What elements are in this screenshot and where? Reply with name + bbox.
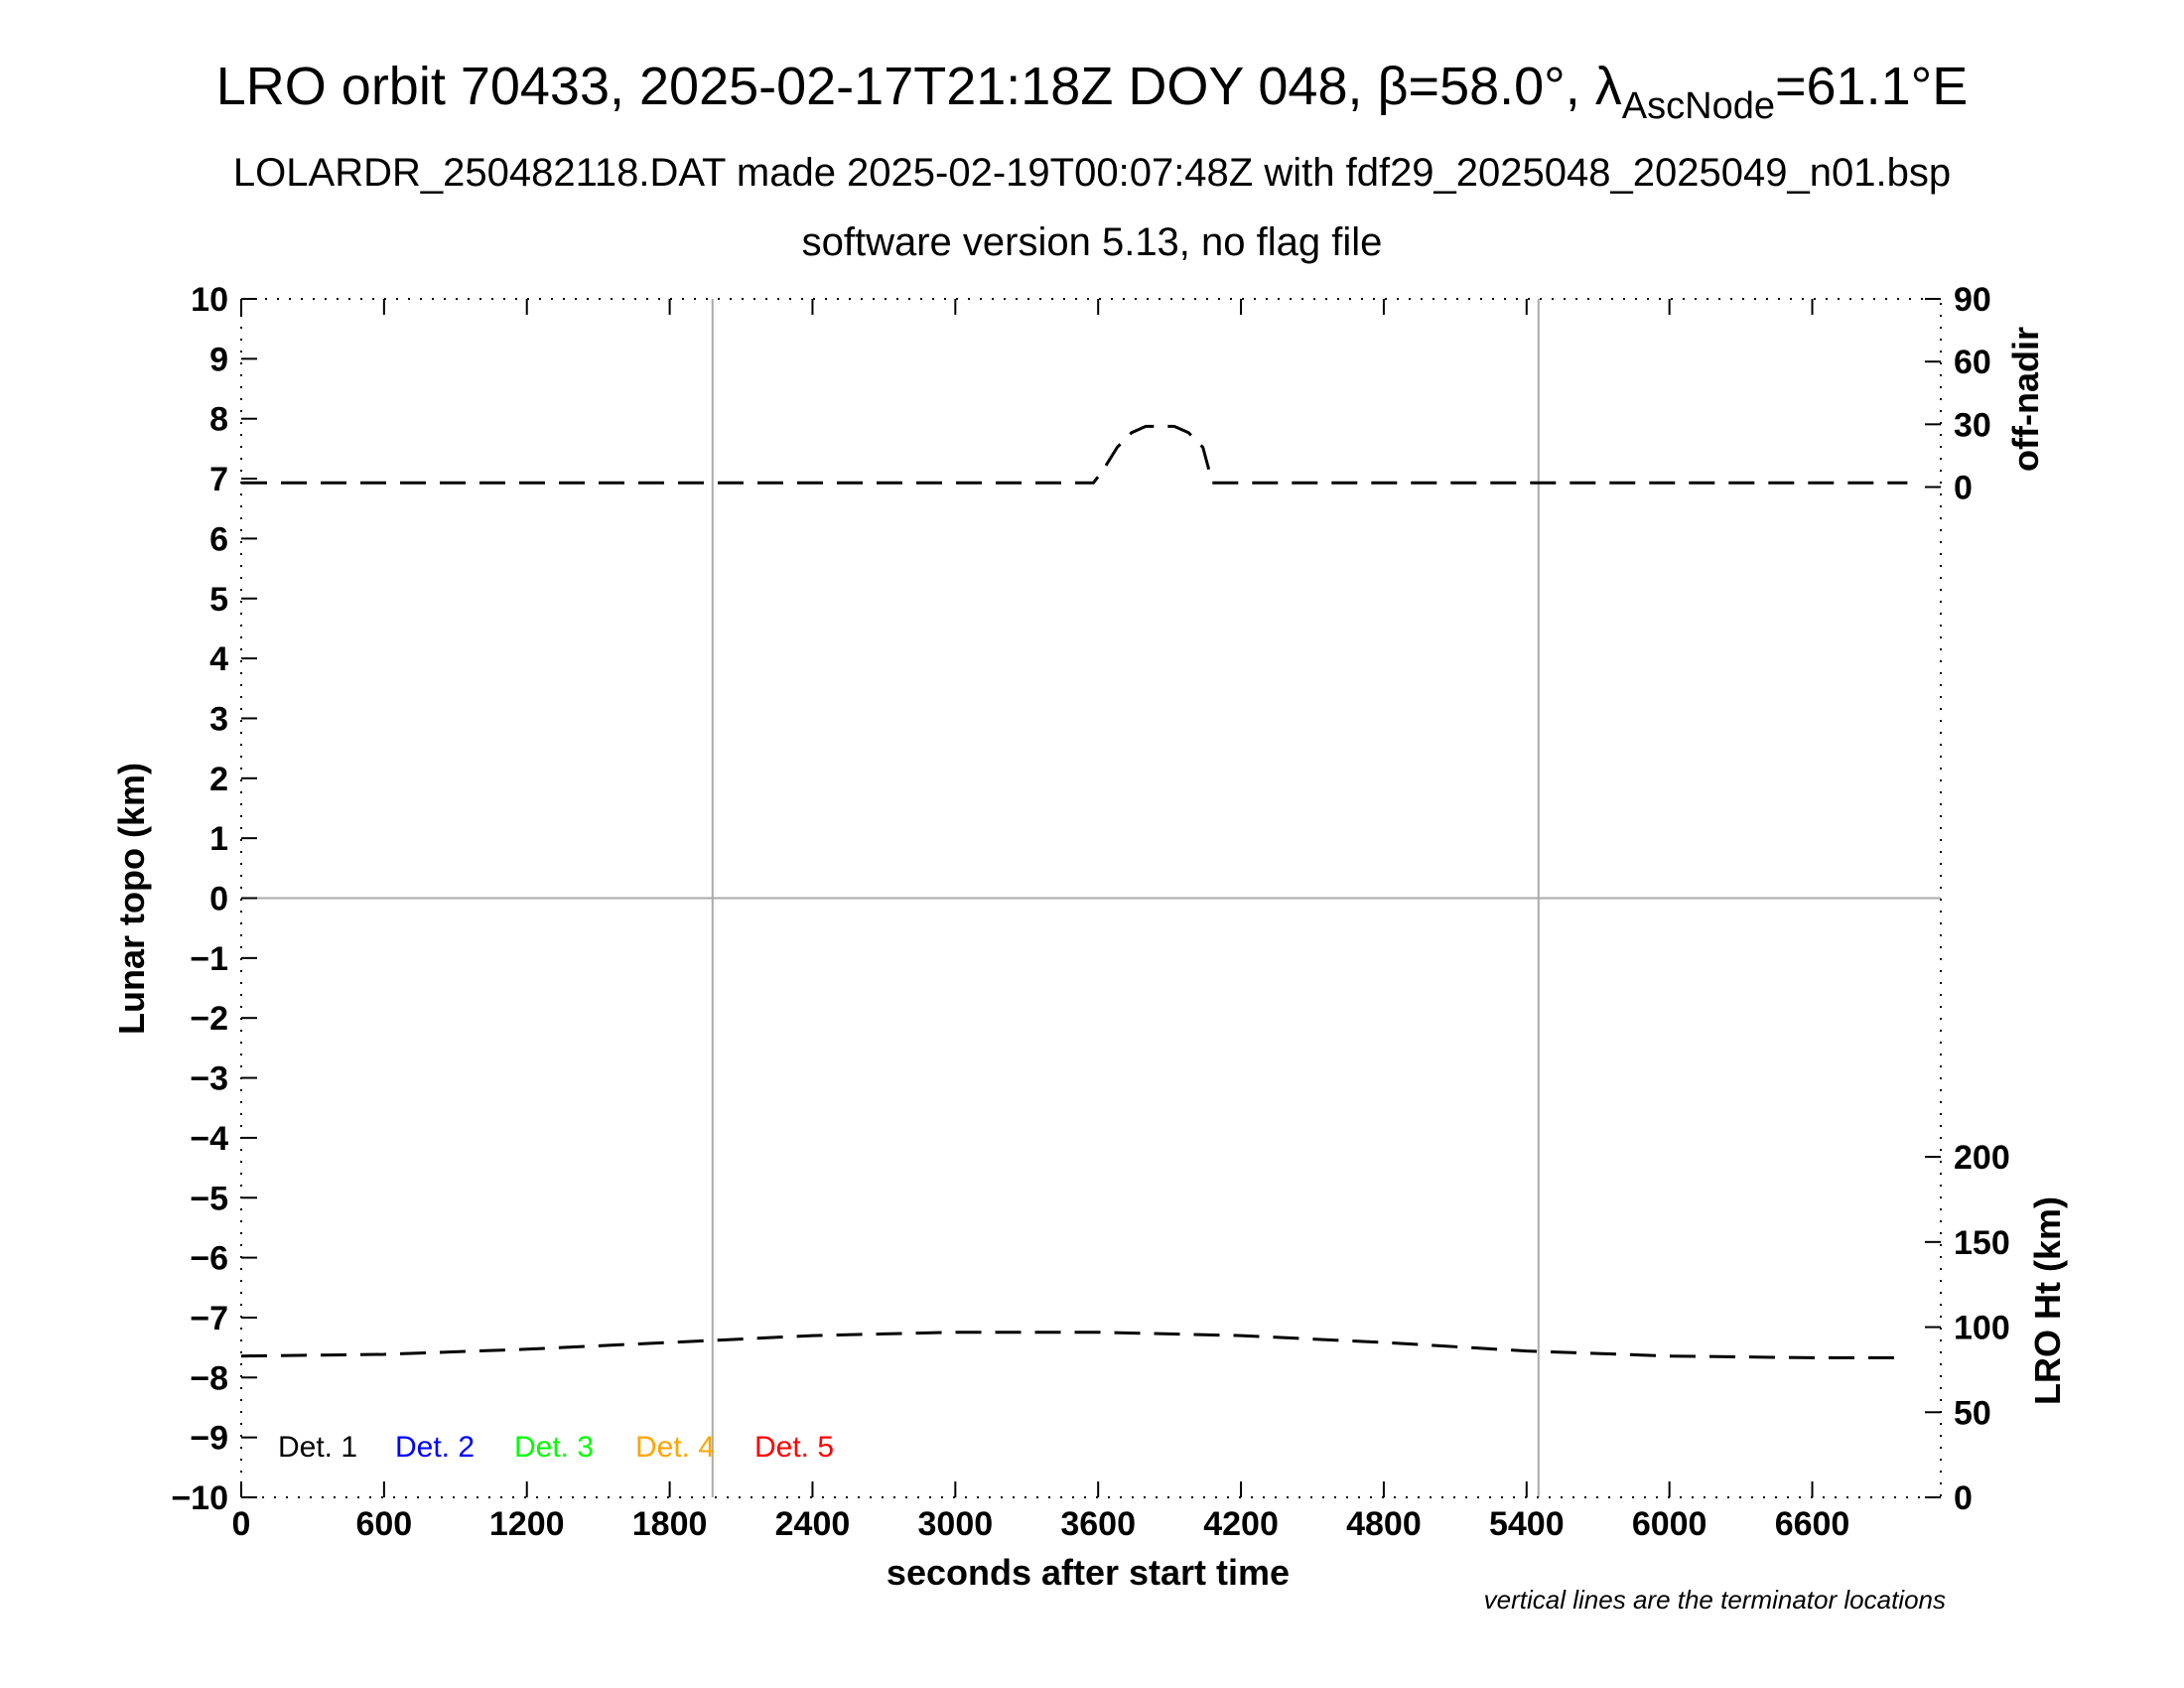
- x-tick-label-3600: 3600: [1060, 1505, 1136, 1543]
- series-lro-ht: [240, 1331, 1908, 1359]
- y-tick-label-4: 6: [209, 520, 228, 558]
- series-off-nadir: [241, 424, 1908, 485]
- y-tick-label-11: −1: [190, 940, 228, 978]
- y-tick-label-17: −7: [190, 1300, 228, 1337]
- y-tick-label-13: −3: [190, 1060, 228, 1098]
- y-tick-label-1: 9: [209, 341, 228, 378]
- x-tick-label-4800: 4800: [1346, 1505, 1422, 1543]
- y-tick-label-15: −5: [190, 1180, 228, 1217]
- y-tick-label-10: 0: [209, 881, 228, 918]
- x-tick-label-5400: 5400: [1489, 1505, 1565, 1543]
- offnadir-tick-label-90: 90: [1954, 281, 1991, 319]
- height-tick-label-50: 50: [1954, 1394, 1991, 1432]
- y-tick-label-14: −4: [190, 1120, 228, 1158]
- y-tick-label-7: 3: [209, 700, 228, 738]
- chart-subtitle-software: software version 5.13, no flag file: [802, 220, 1383, 264]
- x-tick-label-2400: 2400: [775, 1505, 851, 1543]
- legend-item-1: Det. 1: [278, 1431, 357, 1464]
- y-tick-label-3: 7: [209, 461, 228, 498]
- height-tick-label-200: 200: [1954, 1139, 2010, 1177]
- legend-item-3: Det. 3: [514, 1431, 594, 1464]
- y-axis-right-top-label: off-nadir: [2005, 327, 2046, 472]
- x-tick-label-0: 0: [232, 1505, 251, 1543]
- x-tick-label-1200: 1200: [489, 1505, 565, 1543]
- chart-title: LRO orbit 70433, 2025-02-17T21:18Z DOY 0…: [216, 57, 1968, 127]
- y-tick-label-0: 10: [191, 281, 228, 319]
- y-axis-right-bottom-label: LRO Ht (km): [2027, 1196, 2068, 1405]
- x-tick-label-3000: 3000: [918, 1505, 994, 1543]
- offnadir-tick-label-0: 0: [1954, 469, 1973, 506]
- legend-item-4: Det. 4: [635, 1431, 715, 1464]
- height-tick-label-100: 100: [1954, 1310, 2010, 1347]
- offnadir-tick-label-30: 30: [1954, 406, 1991, 444]
- legend-item-2: Det. 2: [395, 1431, 475, 1464]
- y-tick-label-16: −6: [190, 1240, 228, 1278]
- y-tick-label-2: 8: [209, 401, 228, 439]
- x-tick-label-1800: 1800: [632, 1505, 708, 1543]
- tick-labels: 0 600 1200 1800 2400 3000 3600 4200 4800 5400 6000…: [171, 281, 2009, 1543]
- y-tick-label-20: −10: [171, 1479, 228, 1517]
- offnadir-tick-label-60: 60: [1954, 344, 1991, 381]
- y-tick-label-5: 5: [209, 581, 228, 619]
- height-tick-label-0: 0: [1954, 1479, 1973, 1517]
- y-tick-label-12: −2: [190, 1000, 228, 1038]
- y-tick-label-18: −8: [190, 1359, 228, 1397]
- x-tick-label-6000: 6000: [1632, 1505, 1707, 1543]
- height-tick-label-150: 150: [1954, 1224, 2010, 1262]
- x-tick-label-4200: 4200: [1203, 1505, 1279, 1543]
- chart-subtitle-file: LOLARDR_250482118.DAT made 2025-02-19T00…: [233, 151, 1951, 195]
- y-tick-label-9: 1: [209, 820, 228, 858]
- x-axis-label: seconds after start time: [887, 1552, 1290, 1593]
- grid-lines: [241, 299, 1941, 1497]
- series-layer: [240, 424, 1908, 1359]
- terminator-note: vertical lines are the terminator locati…: [1484, 1585, 1946, 1615]
- legend-item-5: Det. 5: [754, 1431, 834, 1464]
- x-tick-label-6600: 6600: [1775, 1505, 1850, 1543]
- y-tick-label-8: 2: [209, 761, 228, 798]
- y-axis-left-label: Lunar topo (km): [111, 763, 152, 1035]
- y-tick-label-19: −9: [190, 1420, 228, 1458]
- legend: Det. 1 Det. 2 Det. 3 Det. 4 Det. 5: [278, 1431, 834, 1464]
- y-tick-label-6: 4: [209, 640, 228, 678]
- axis-ticks: [240, 298, 1941, 1498]
- x-tick-label-600: 600: [355, 1505, 412, 1543]
